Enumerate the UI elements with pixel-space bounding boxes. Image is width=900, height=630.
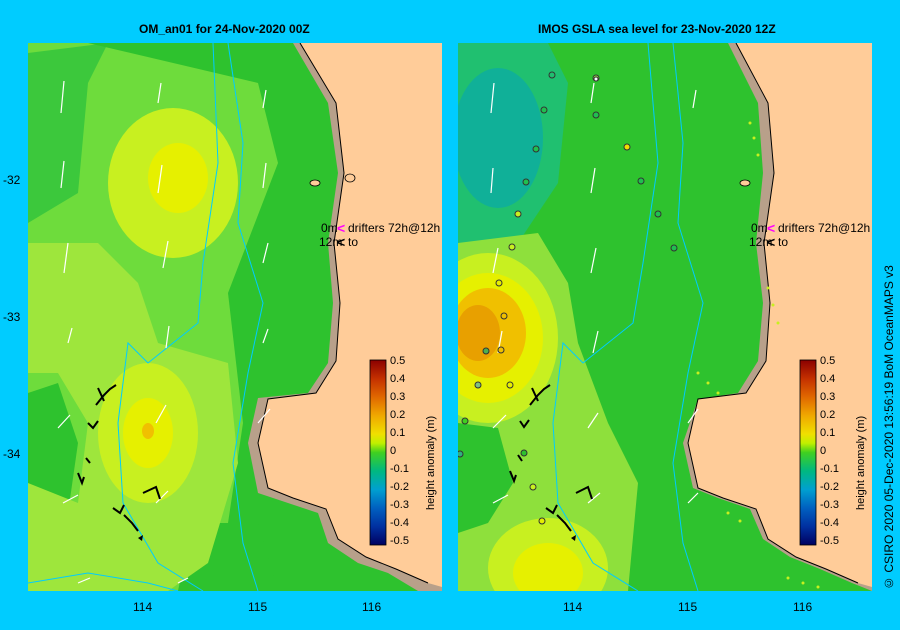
legend-to-label: to xyxy=(348,235,358,249)
svg-text:-0.4: -0.4 xyxy=(820,517,839,529)
drifter-positions xyxy=(458,71,678,525)
legend-drifters-label: drifters 72h@12h xyxy=(778,221,870,235)
svg-text:0.4: 0.4 xyxy=(390,373,405,385)
right-sea-level-map: 0m < drifters 72h@12h 12m < to 0.5 0.4 0… xyxy=(458,43,872,591)
svg-text:0.1: 0.1 xyxy=(390,427,405,439)
bathymetry-contour xyxy=(227,43,264,591)
legend-depth-12m: 12m xyxy=(749,235,772,249)
svg-text:0.3: 0.3 xyxy=(820,391,835,403)
svg-text:0.2: 0.2 xyxy=(390,409,405,421)
yellow-core-south xyxy=(513,543,583,591)
land xyxy=(258,43,442,587)
land xyxy=(688,43,872,587)
orange-core-south xyxy=(142,423,154,439)
dark-green-west-mid xyxy=(458,423,513,533)
y-tick-label: -34 xyxy=(3,447,21,461)
y-tick-label: -32 xyxy=(3,173,21,187)
svg-text:-0.3: -0.3 xyxy=(820,499,839,511)
colorbar: 0.5 0.4 0.3 0.2 0.1 0 -0.1 -0.2 -0.3 -0.… xyxy=(799,355,867,547)
svg-text:-0.1: -0.1 xyxy=(820,463,839,475)
y-tick-label: -33 xyxy=(3,310,21,324)
legend-black-arrow: < xyxy=(337,234,345,250)
colorbar: 0.5 0.4 0.3 0.2 0.1 0 -0.1 -0.2 -0.3 -0.… xyxy=(369,355,437,547)
svg-text:-0.3: -0.3 xyxy=(390,499,409,511)
svg-text:0: 0 xyxy=(390,445,396,457)
svg-text:0.5: 0.5 xyxy=(820,355,835,367)
legend-black-arrow: < xyxy=(767,234,775,250)
bathymetry-contour xyxy=(117,43,219,591)
island xyxy=(344,173,356,183)
coastline xyxy=(257,43,429,584)
left-map-title: OM_an01 for 24-Nov-2020 00Z xyxy=(139,22,310,36)
svg-text:-0.5: -0.5 xyxy=(390,535,409,547)
x-tick-label: 115 xyxy=(678,600,698,614)
bathymetry-contour xyxy=(552,43,659,591)
svg-text:-0.2: -0.2 xyxy=(390,481,409,493)
colorbar-label: height anomaly (m) xyxy=(425,416,437,510)
island xyxy=(309,179,321,187)
x-tick-label: 116 xyxy=(793,600,813,614)
x-tick-label: 116 xyxy=(362,600,382,614)
legend-to-label: to xyxy=(778,235,788,249)
right-map-title: IMOS GSLA sea level for 23-Nov-2020 12Z xyxy=(538,22,776,36)
velocity-arrows xyxy=(57,80,271,584)
legend-pink-arrow: < xyxy=(337,220,345,236)
legend-drifters-label: drifters 72h@12h xyxy=(348,221,440,235)
svg-text:0.4: 0.4 xyxy=(820,373,835,385)
svg-text:0.3: 0.3 xyxy=(390,391,405,403)
svg-text:0.1: 0.1 xyxy=(820,427,835,439)
yellow-core-north xyxy=(148,143,208,213)
x-tick-label: 115 xyxy=(248,600,268,614)
legend-depth-0m: 0m xyxy=(321,221,338,235)
island xyxy=(739,179,751,187)
coastline xyxy=(687,43,859,584)
deep-orange-core xyxy=(458,305,500,361)
svg-text:0: 0 xyxy=(820,445,826,457)
bathymetry-contour xyxy=(672,43,704,591)
left-sea-level-map: 0m < drifters 72h@12h 12m < to 0.5 0.4 0… xyxy=(28,43,442,591)
svg-text:0.2: 0.2 xyxy=(820,409,835,421)
svg-text:-0.4: -0.4 xyxy=(390,517,409,529)
svg-text:-0.5: -0.5 xyxy=(820,535,839,547)
bathymetry-contour xyxy=(28,572,179,591)
svg-text:0.5: 0.5 xyxy=(390,355,405,367)
svg-text:-0.2: -0.2 xyxy=(820,481,839,493)
x-tick-label: 114 xyxy=(563,600,583,614)
credit-text: © CSIRO 2020 05-Dec-2020 13:56:19 BoM Oc… xyxy=(882,265,896,590)
svg-text:-0.1: -0.1 xyxy=(390,463,409,475)
dark-green-nw xyxy=(28,43,108,223)
drifter-head xyxy=(138,535,143,541)
legend-depth-12m: 12m xyxy=(319,235,342,249)
drifter-tracks xyxy=(509,384,593,532)
teal-core-nw xyxy=(458,68,543,208)
drifter-head xyxy=(571,535,576,541)
colorbar-label: height anomaly (m) xyxy=(855,416,867,510)
x-tick-label: 114 xyxy=(133,600,153,614)
legend-pink-arrow: < xyxy=(767,220,775,236)
legend-depth-0m: 0m xyxy=(751,221,768,235)
drifter-tracks xyxy=(77,384,161,532)
along-track-points xyxy=(696,121,820,589)
